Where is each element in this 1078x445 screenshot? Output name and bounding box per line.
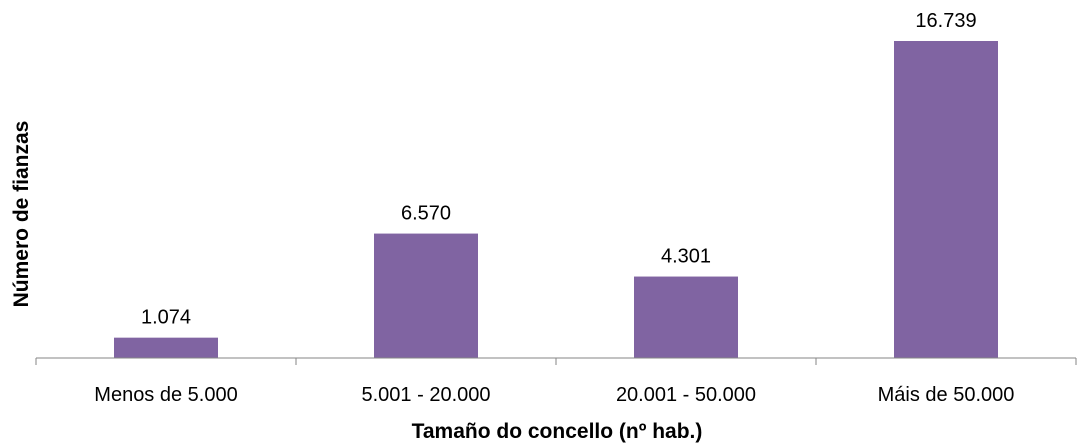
x-tick-label-1: Menos de 5.000 bbox=[94, 384, 237, 406]
data-label-3: 4.301 bbox=[661, 246, 711, 268]
bar-3 bbox=[634, 276, 738, 358]
data-label-2: 6.570 bbox=[401, 203, 451, 225]
bar-2 bbox=[374, 233, 478, 358]
x-axis-title: Tamaño do concello (nº hab.) bbox=[412, 420, 703, 443]
y-axis-title: Número de fianzas bbox=[10, 121, 33, 308]
x-tick-labels-group: Menos de 5.000 5.001 - 20.000 20.001 - 50.… bbox=[94, 384, 1014, 406]
data-labels-group: 1.074 6.570 4.301 16.739 bbox=[141, 10, 977, 329]
x-tick-label-2: 5.001 - 20.000 bbox=[362, 384, 491, 406]
data-label-4: 16.739 bbox=[915, 10, 976, 32]
x-axis-ticks-group bbox=[35, 358, 1077, 365]
data-label-1: 1.074 bbox=[141, 307, 191, 329]
x-tick-label-3: 20.001 - 50.000 bbox=[616, 384, 756, 406]
bar-4 bbox=[894, 41, 998, 358]
bar-1 bbox=[114, 337, 218, 358]
x-tick-label-4: Máis de 50.000 bbox=[878, 384, 1015, 406]
bars-group bbox=[114, 41, 998, 358]
